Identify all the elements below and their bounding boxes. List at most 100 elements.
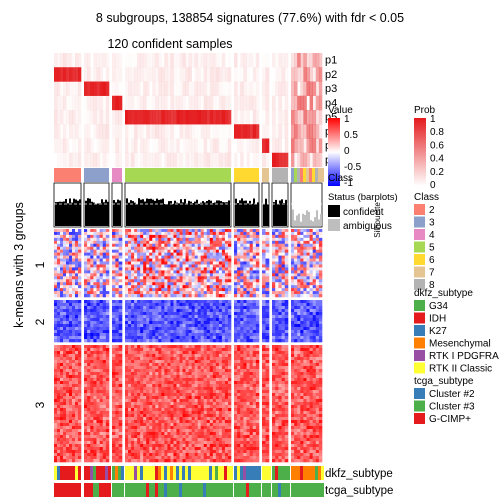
- heatmap-cell: [182, 279, 186, 283]
- heatmap-cell: [128, 381, 132, 385]
- prob-cell: [262, 138, 266, 153]
- heatmap-cell: [146, 366, 150, 370]
- heatmap-cell: [249, 330, 254, 334]
- heatmap-cell: [105, 432, 110, 436]
- prob-cell: [237, 82, 240, 96]
- heatmap-cell: [191, 273, 195, 277]
- heatmap-cell: [93, 300, 97, 304]
- heatmap-cell: [96, 426, 100, 430]
- heatmap-cell: [194, 333, 198, 337]
- heatmap-cell: [102, 399, 107, 403]
- heatmap-cell: [69, 444, 73, 448]
- heatmap-cell: [105, 402, 110, 406]
- heatmap-cell: [102, 324, 107, 328]
- heatmap-cell: [191, 369, 195, 373]
- heatmap-cell: [200, 255, 205, 259]
- heatmap-cell: [265, 246, 270, 250]
- prob-cell: [291, 81, 295, 96]
- heatmap-cell: [252, 258, 257, 262]
- heatmap-cell: [69, 345, 73, 349]
- heatmap-cell: [188, 327, 192, 331]
- heatmap-cell: [237, 276, 241, 280]
- prob-cell: [146, 124, 150, 139]
- heatmap-cell: [60, 234, 64, 239]
- heatmap-cell: [69, 429, 73, 433]
- heatmap-cell: [69, 237, 73, 242]
- heatmap-cell: [227, 312, 232, 316]
- heatmap-cell: [315, 294, 320, 298]
- heatmap-cell: [300, 339, 304, 343]
- heatmap-cell: [75, 444, 79, 448]
- prob-cell: [312, 138, 317, 153]
- heatmap-cell: [84, 264, 88, 268]
- heatmap-cell: [179, 231, 183, 236]
- heatmap-cell: [105, 438, 110, 442]
- heatmap-cell: [128, 330, 132, 334]
- heatmap-cell: [206, 285, 211, 289]
- heatmap-cell: [252, 288, 257, 292]
- prob-cell: [212, 81, 217, 96]
- silhouette-bar: [241, 198, 243, 226]
- heatmap-cell: [102, 267, 107, 271]
- heatmap-cell: [152, 312, 156, 316]
- heatmap-cell: [281, 327, 286, 331]
- heatmap-cell: [278, 279, 282, 283]
- heatmap-cell: [255, 285, 260, 289]
- heatmap-cell: [297, 309, 301, 313]
- heatmap-cell: [200, 363, 205, 367]
- heatmap-cell: [212, 363, 217, 367]
- heatmap-cell: [78, 285, 82, 289]
- heatmap-cell: [66, 279, 70, 283]
- heatmap-cell: [78, 315, 82, 319]
- silhouette-bar: [75, 199, 77, 226]
- heatmap-cell: [203, 324, 208, 328]
- heatmap-cell: [75, 354, 79, 358]
- heatmap-cell: [203, 369, 208, 373]
- heatmap-cell: [203, 300, 208, 304]
- heatmap-cell: [118, 312, 123, 316]
- heatmap-cell: [72, 345, 76, 349]
- heatmap-cell: [118, 363, 123, 367]
- silhouette-bar: [89, 198, 91, 226]
- heatmap-cell: [72, 246, 76, 250]
- heatmap-cell: [143, 318, 147, 322]
- heatmap-cell: [278, 336, 282, 340]
- heatmap-cell: [212, 234, 217, 239]
- heatmap-cell: [224, 282, 229, 286]
- heatmap-cell: [197, 231, 202, 236]
- heatmap-cell: [152, 258, 156, 262]
- heatmap-cell: [221, 252, 226, 256]
- heatmap-cell: [112, 417, 116, 421]
- heatmap-cell: [146, 282, 150, 286]
- heatmap-cell: [63, 249, 67, 253]
- heatmap-cell: [188, 339, 192, 343]
- heatmap-cell: [137, 336, 141, 340]
- heatmap-cell: [197, 240, 202, 245]
- heatmap-cell: [87, 411, 91, 415]
- prob-cell: [137, 139, 140, 153]
- class-bar-segment: [321, 168, 324, 182]
- heatmap-cell: [297, 321, 301, 325]
- heatmap-cell: [90, 420, 94, 424]
- heatmap-cell: [66, 450, 70, 454]
- heatmap-cell: [149, 240, 153, 245]
- heatmap-cell: [158, 309, 162, 313]
- heatmap-cell: [309, 303, 313, 307]
- heatmap-cell: [197, 333, 202, 337]
- heatmap-cell: [249, 231, 254, 236]
- heatmap-cell: [221, 261, 226, 265]
- heatmap-cell: [234, 246, 238, 250]
- heatmap-cell: [294, 309, 298, 313]
- heatmap-cell: [303, 327, 307, 331]
- heatmap-cell: [149, 282, 153, 286]
- heatmap-cell: [112, 267, 116, 271]
- heatmap-cell: [265, 249, 270, 253]
- heatmap-cell: [243, 243, 247, 248]
- heatmap-cell: [115, 276, 119, 280]
- heatmap-cell: [102, 402, 107, 406]
- heatmap-cell: [99, 315, 104, 319]
- heatmap-cell: [90, 255, 94, 259]
- heatmap-cell: [167, 348, 171, 352]
- heatmap-cell: [215, 375, 220, 379]
- prob-cell: [240, 152, 244, 168]
